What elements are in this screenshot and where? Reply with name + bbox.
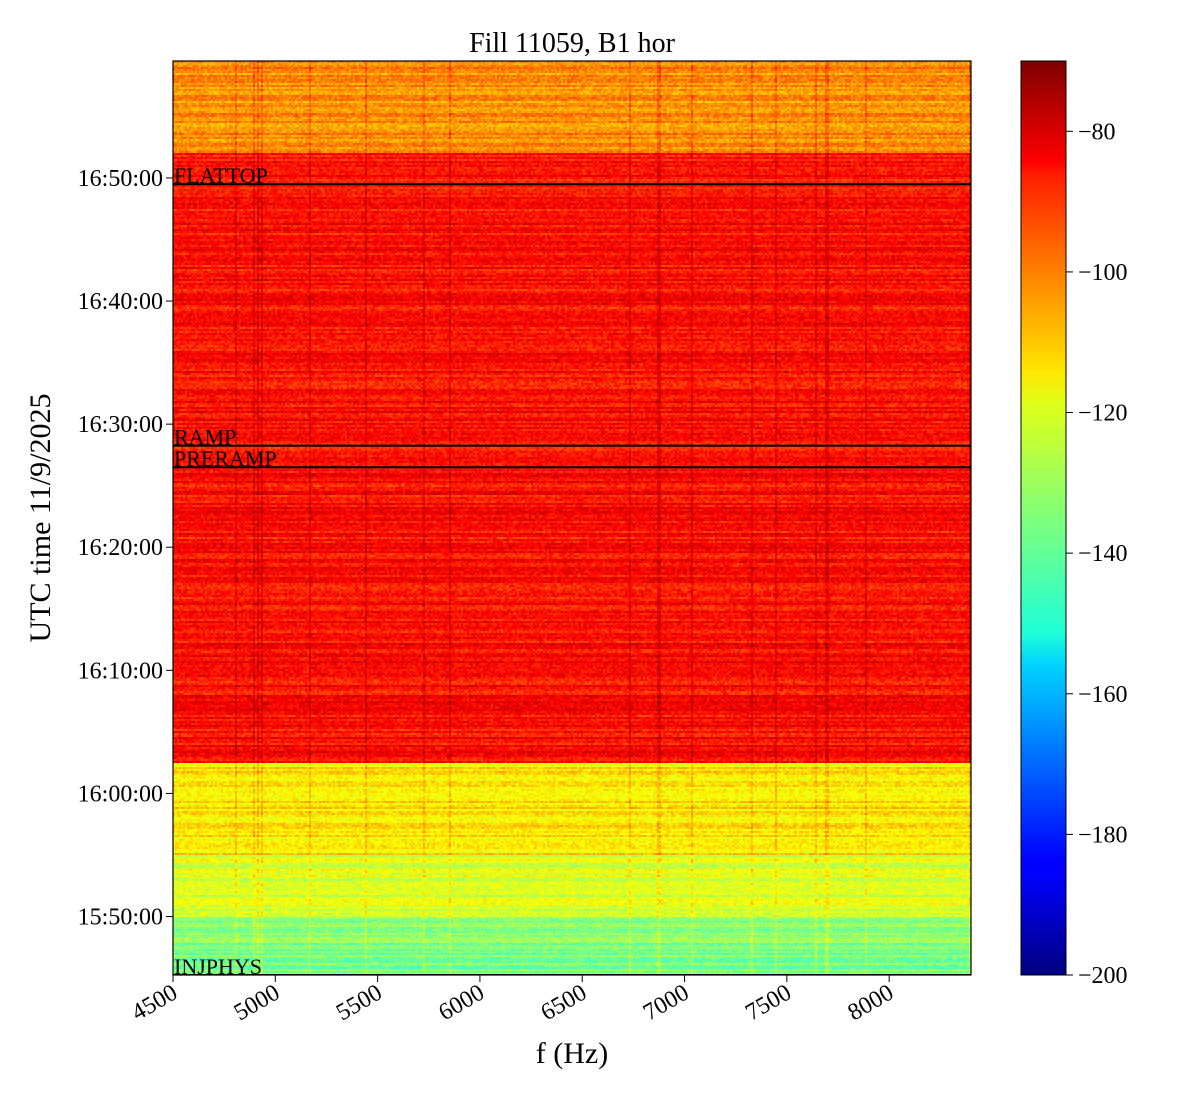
y-tick-label: 15:50:00 <box>78 905 163 931</box>
y-tick-label: 16:00:00 <box>78 781 163 807</box>
y-tick-label: 16:20:00 <box>78 535 163 561</box>
event-label: FLATTOP <box>174 163 268 188</box>
x-tick-label: 4500 <box>127 980 182 1027</box>
colorbar-tick-label: −100 <box>1078 260 1128 286</box>
event-label: RAMP <box>174 425 236 450</box>
event-label: PRERAMP <box>174 446 277 471</box>
x-tick-label: 5000 <box>230 980 285 1027</box>
colorbar-tick-label: −200 <box>1078 963 1128 989</box>
colorbar-tick-label: −180 <box>1078 822 1128 848</box>
colorbar-tick-label: −160 <box>1078 682 1128 708</box>
y-axis-ticks: 15:50:00 16:00:00 16:10:00 16:20:00 16:30:00… <box>78 166 173 931</box>
x-tick-label: 7000 <box>639 980 694 1027</box>
colorbar: −80 −100 −120 −140 −160 −180 −200 <box>1020 60 1128 989</box>
heatmap-image <box>173 61 971 975</box>
event-label: INJPHYS <box>174 954 262 979</box>
plot-frame <box>172 60 972 976</box>
colorbar-ticks: −80 −100 −120 −140 −160 −180 −200 <box>1066 119 1128 989</box>
heatmap-area <box>173 61 971 975</box>
colorbar-tick-label: −120 <box>1078 401 1128 427</box>
colorbar-gradient <box>1021 61 1066 975</box>
y-tick-label: 16:50:00 <box>78 166 163 192</box>
y-tick-label: 16:10:00 <box>78 658 163 684</box>
x-tick-label: 6500 <box>537 980 592 1027</box>
y-tick-label: 16:40:00 <box>78 289 163 315</box>
colorbar-frame <box>1020 60 1067 976</box>
x-tick-label: 6000 <box>434 980 489 1027</box>
x-axis-ticks: 4500 5000 5500 6000 6500 7000 7500 8000 <box>127 975 898 1026</box>
x-tick-label: 7500 <box>741 980 796 1027</box>
chart-title: Fill 11059, B1 hor <box>469 28 676 59</box>
x-axis-label: f (Hz) <box>536 1037 608 1070</box>
y-tick-label: 16:30:00 <box>78 412 163 438</box>
x-tick-label: 5500 <box>332 980 387 1027</box>
y-axis-label: UTC time 11/9/2025 <box>24 394 57 643</box>
x-tick-label: 8000 <box>844 980 899 1027</box>
colorbar-tick-label: −140 <box>1078 541 1128 567</box>
colorbar-tick-label: −80 <box>1078 119 1116 145</box>
